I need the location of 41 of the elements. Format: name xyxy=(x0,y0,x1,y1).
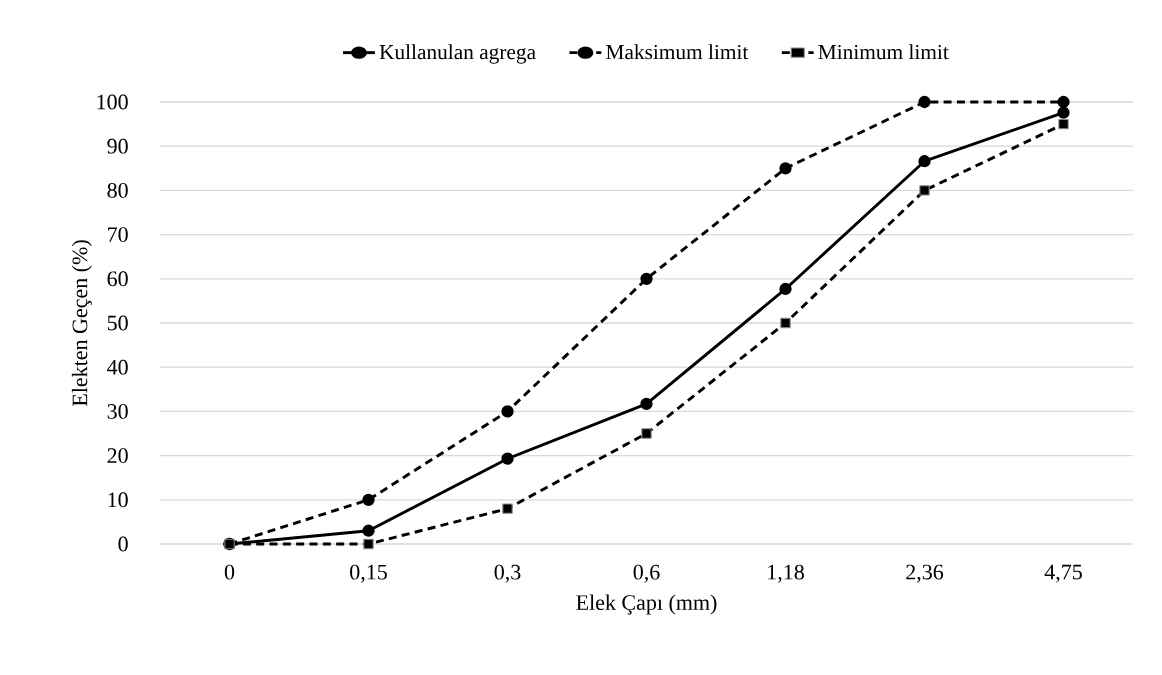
x-tick-label: 0 xyxy=(224,564,235,580)
point xyxy=(1057,95,1070,109)
point xyxy=(501,452,514,465)
point xyxy=(501,405,514,418)
point xyxy=(918,155,931,168)
y-axis-title: Elekten Geçen (%) xyxy=(71,240,92,407)
legend-label: Kullanulan agrega xyxy=(379,44,536,64)
point xyxy=(779,162,792,175)
x-tick-label: 4,75 xyxy=(1044,564,1082,583)
y-tick-label: 90 xyxy=(107,138,128,154)
point xyxy=(502,503,513,514)
y-tick-label: 10 xyxy=(108,492,128,508)
y-tick-label: 50 xyxy=(107,315,128,331)
point xyxy=(918,95,931,109)
point xyxy=(640,272,653,285)
point xyxy=(1058,118,1069,130)
x-tick-label: 2,36 xyxy=(906,564,944,583)
x-tick-label: 0,15 xyxy=(350,564,387,583)
y-tick-label: 40 xyxy=(107,359,128,375)
y-tick-label: 80 xyxy=(107,182,128,198)
x-tick-label: 1,18 xyxy=(768,564,804,583)
y-tick-label: 30 xyxy=(107,403,128,419)
x-tick-label: 0,6 xyxy=(633,564,660,583)
point xyxy=(641,428,652,439)
y-tick-label: 70 xyxy=(108,227,128,243)
point xyxy=(362,493,375,506)
point xyxy=(780,317,791,329)
point xyxy=(362,524,375,537)
x-axis-title: Elek Çapı (mm) xyxy=(576,594,717,615)
y-tick-label: 0 xyxy=(118,536,128,552)
legend-label: Maksimum limit xyxy=(606,44,749,60)
x-tick-label: 0,3 xyxy=(494,564,521,583)
point xyxy=(779,282,792,296)
point xyxy=(1057,106,1070,119)
point xyxy=(640,397,653,411)
y-tick-label: 60 xyxy=(107,271,128,287)
point xyxy=(363,538,374,550)
legend-label: Minimum limit xyxy=(818,44,949,60)
y-tick-label: 20 xyxy=(107,448,128,464)
y-tick-label: 100 xyxy=(97,94,128,110)
point xyxy=(919,185,930,196)
